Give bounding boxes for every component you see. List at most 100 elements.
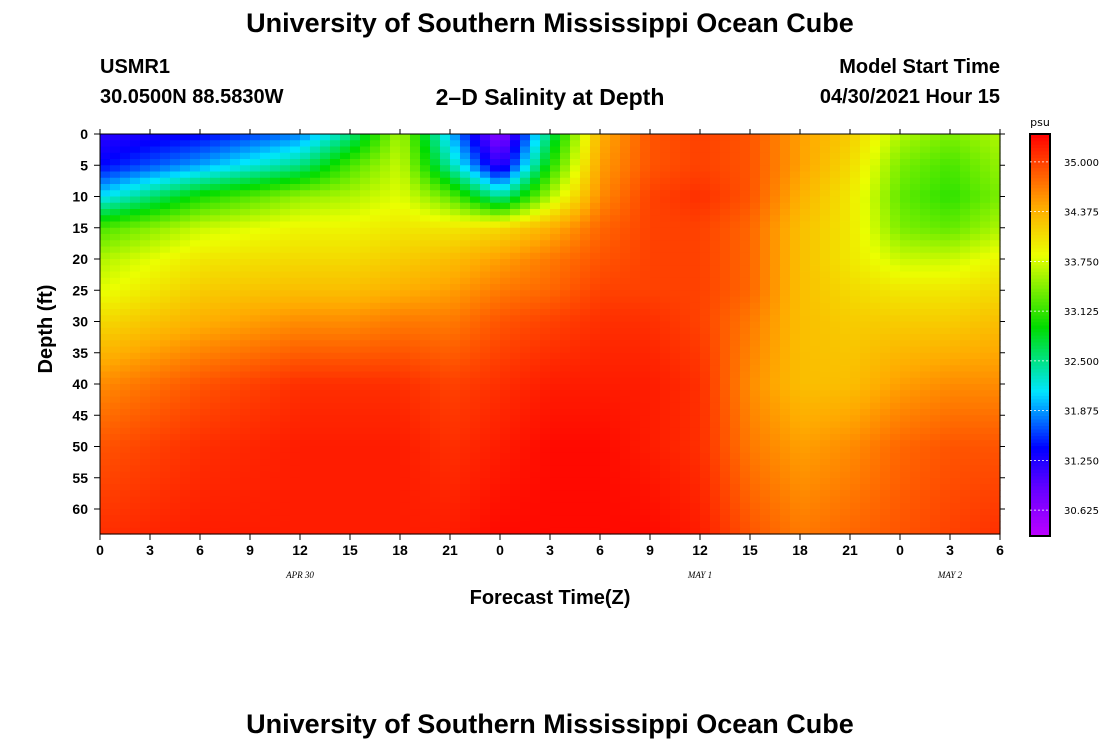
heatmap-cell: [930, 340, 941, 348]
heatmap-cell: [410, 277, 421, 285]
heatmap-cell: [930, 140, 941, 148]
heatmap-cell: [500, 340, 511, 348]
heatmap-cell: [540, 227, 551, 235]
heatmap-cell: [570, 184, 581, 191]
heatmap-cell: [900, 352, 911, 360]
heatmap-cell: [440, 459, 451, 466]
heatmap-cell: [580, 284, 591, 291]
heatmap-cell: [400, 246, 411, 254]
heatmap-cell: [180, 240, 191, 248]
heatmap-cell: [420, 334, 431, 341]
heatmap-cell: [440, 190, 451, 198]
heatmap-cell: [390, 471, 401, 479]
heatmap-cell: [790, 421, 801, 429]
heatmap-cell: [240, 309, 251, 316]
heatmap-cell: [390, 265, 401, 273]
heatmap-cell: [930, 359, 941, 366]
heatmap-cell: [160, 221, 171, 229]
heatmap-cell: [270, 202, 281, 210]
heatmap-cell: [580, 171, 591, 179]
heatmap-cell: [840, 427, 851, 435]
heatmap-cell: [440, 465, 451, 473]
heatmap-cell: [650, 390, 661, 398]
heatmap-cell: [670, 402, 681, 410]
heatmap-cell: [540, 140, 551, 148]
heatmap-cell: [810, 227, 821, 235]
heatmap-cell: [170, 377, 181, 385]
heatmap-cell: [930, 252, 941, 260]
heatmap-cell: [410, 215, 421, 223]
heatmap-cell: [670, 252, 681, 260]
heatmap-cell: [830, 315, 841, 323]
heatmap-cell: [970, 446, 981, 454]
heatmap-cell: [540, 202, 551, 210]
heatmap-cell: [890, 134, 901, 141]
heatmap-cell: [400, 340, 411, 348]
heatmap-cell: [670, 271, 681, 279]
heatmap-cell: [750, 446, 761, 454]
heatmap-cell: [760, 409, 771, 416]
heatmap-cell: [120, 209, 131, 216]
heatmap-cell: [480, 271, 491, 279]
heatmap-cell: [810, 296, 821, 304]
heatmap-cell: [590, 184, 601, 191]
heatmap-cell: [660, 409, 671, 416]
heatmap-cell: [790, 365, 801, 373]
heatmap-cell: [750, 402, 761, 410]
heatmap-cell: [370, 315, 381, 323]
heatmap-cell: [190, 202, 201, 210]
heatmap-cell: [630, 215, 641, 223]
heatmap-cell: [590, 465, 601, 473]
heatmap-cell: [770, 277, 781, 285]
heatmap-cell: [880, 134, 891, 141]
heatmap-cell: [350, 352, 361, 360]
heatmap-cell: [750, 134, 761, 141]
heatmap-cell: [110, 427, 121, 435]
heatmap-cell: [780, 346, 791, 354]
heatmap-cell: [950, 421, 961, 429]
heatmap-cell: [810, 246, 821, 254]
heatmap-cell: [670, 459, 681, 466]
heatmap-cell: [400, 209, 411, 216]
heatmap-cell: [230, 240, 241, 248]
heatmap-cell: [800, 265, 811, 273]
heatmap-cell: [990, 140, 1001, 148]
heatmap-cell: [710, 315, 721, 323]
heatmap-cell: [580, 471, 591, 479]
heatmap-cell: [530, 190, 541, 198]
heatmap-cell: [180, 452, 191, 460]
heatmap-cell: [820, 340, 831, 348]
heatmap-cell: [420, 246, 431, 254]
heatmap-cell: [270, 252, 281, 260]
heatmap-cell: [280, 465, 291, 473]
heatmap-cell: [500, 427, 511, 435]
heatmap-cell: [800, 246, 811, 254]
heatmap-cell: [450, 396, 461, 404]
heatmap-cell: [520, 290, 531, 298]
heatmap-cell: [190, 196, 201, 204]
heatmap-cell: [480, 165, 491, 173]
heatmap-cell: [240, 427, 251, 435]
heatmap-cell: [670, 159, 681, 166]
heatmap-cell: [420, 190, 431, 198]
heatmap-cell: [190, 234, 201, 241]
heatmap-cell: [890, 159, 901, 166]
heatmap-cell: [770, 440, 781, 448]
heatmap-cell: [330, 146, 341, 154]
heatmap-cell: [230, 296, 241, 304]
heatmap-cell: [160, 434, 171, 441]
heatmap-cell: [720, 196, 731, 204]
heatmap-cell: [820, 265, 831, 273]
heatmap-cell: [230, 377, 241, 385]
heatmap-cell: [630, 446, 641, 454]
heatmap-cell: [580, 240, 591, 248]
heatmap-cell: [360, 134, 371, 141]
heatmap-cell: [800, 184, 811, 191]
heatmap-cell: [390, 434, 401, 441]
heatmap-cell: [420, 146, 431, 154]
heatmap-cell: [810, 327, 821, 335]
heatmap-cell: [690, 196, 701, 204]
heatmap-cell: [940, 171, 951, 179]
heatmap-cell: [910, 452, 921, 460]
heatmap-cell: [390, 152, 401, 160]
